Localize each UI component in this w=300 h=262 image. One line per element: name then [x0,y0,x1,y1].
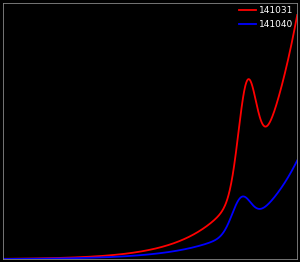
141040 [120,255,124,258]
141040 [31,257,34,260]
141031 [31,257,34,260]
141031 [131,251,134,254]
141031 [203,226,207,229]
141031 [1,257,4,260]
141031 [236,137,239,140]
Legend: 141031, 141040: 141031, 141040 [238,4,296,31]
141031 [231,175,234,178]
Line: 141031: 141031 [3,15,297,259]
141040 [131,254,134,257]
141040 [203,243,207,246]
141040 [1,257,4,260]
141040 [296,159,299,162]
141031 [296,13,299,17]
Line: 141040: 141040 [3,160,297,259]
141040 [236,200,239,203]
141040 [231,212,234,215]
141031 [120,253,124,256]
